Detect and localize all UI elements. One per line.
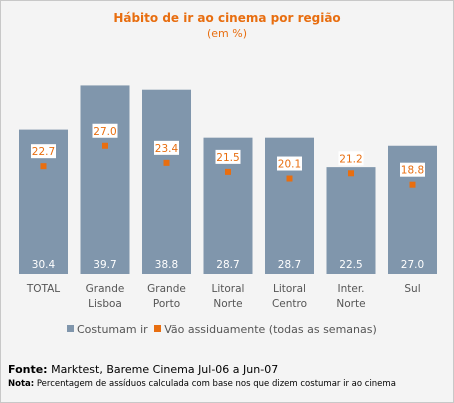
bar-value-label: 22.5 (339, 259, 362, 271)
legend-label-costumam: Costumam ir (77, 323, 148, 336)
category-label: Litoral (212, 283, 245, 295)
bar-value-label: 30.4 (32, 259, 56, 271)
legend-swatch-point (154, 325, 162, 332)
chart-plot: 30.4 22.7 TOTAL 39.7 27.0 Grande Lisboa 38.8 23.… (19, 85, 437, 310)
point-marker (409, 181, 416, 188)
bar (326, 167, 376, 274)
point-marker (348, 170, 354, 177)
category-label: TOTAL (26, 283, 60, 295)
legend-item-assiduos: Vão assiduamente (todas as semanas) (154, 323, 377, 336)
bar (142, 89, 191, 274)
point-marker (40, 163, 47, 170)
point-value-label: 27.0 (93, 126, 116, 138)
source-line: Fonte: Marktest, Bareme Cinema Jul-06 a … (8, 363, 278, 376)
category-label: Centro (272, 298, 307, 310)
category-label: Grande (86, 283, 125, 295)
legend-swatch-bar (67, 325, 74, 332)
chart-subtitle: (em %) (206, 27, 247, 40)
legend-label-assiduos: Vão assiduamente (todas as semanas) (164, 323, 377, 336)
category-label: Sul (404, 283, 420, 295)
point-label-box (277, 156, 302, 171)
point-value-label: 22.7 (32, 146, 55, 158)
bar-value-label: 38.8 (155, 259, 178, 271)
point-value-label: 23.4 (155, 143, 179, 155)
point-label-box (338, 151, 364, 166)
note-text: Percentagem de assíduos calculada com ba… (36, 379, 396, 389)
bar-value-label: 27.0 (401, 259, 424, 271)
bar (80, 85, 130, 274)
category-label: Grande (147, 283, 186, 295)
point-value-label: 20.1 (278, 159, 301, 171)
bar-value-label: 28.7 (216, 259, 239, 271)
point-label-box (154, 140, 179, 155)
point-marker (286, 175, 293, 182)
point-marker (225, 168, 231, 175)
point-value-label: 18.8 (401, 165, 424, 177)
chart-title: Hábito de ir ao cinema por região (113, 11, 341, 25)
category-label: Lisboa (88, 298, 122, 310)
source-label: Fonte: (8, 363, 48, 376)
note-line: Nota: Percentagem de assíduos calculada … (8, 379, 396, 389)
category-label: Porto (153, 298, 180, 310)
category-label: Norte (336, 298, 365, 310)
bar-value-label: 28.7 (278, 259, 301, 271)
category-label: Norte (213, 298, 242, 310)
point-label-box (215, 149, 241, 164)
chart-legend: Costumam ir Vão assiduamente (todas as s… (67, 323, 380, 336)
point-marker (102, 142, 108, 149)
point-value-label: 21.5 (216, 152, 239, 164)
point-value-label: 21.2 (339, 153, 362, 165)
point-label-box (92, 123, 118, 138)
legend-item-costumam: Costumam ir (67, 323, 151, 336)
point-label-box (400, 162, 425, 177)
bar-value-label: 39.7 (93, 259, 116, 271)
source-text: Marktest, Bareme Cinema Jul-06 a Jun-07 (51, 363, 279, 376)
note-label: Nota: (8, 379, 35, 389)
point-label-box (31, 144, 56, 159)
category-label: Inter. (337, 283, 364, 295)
category-label: Litoral (273, 283, 306, 295)
point-marker (163, 159, 170, 166)
